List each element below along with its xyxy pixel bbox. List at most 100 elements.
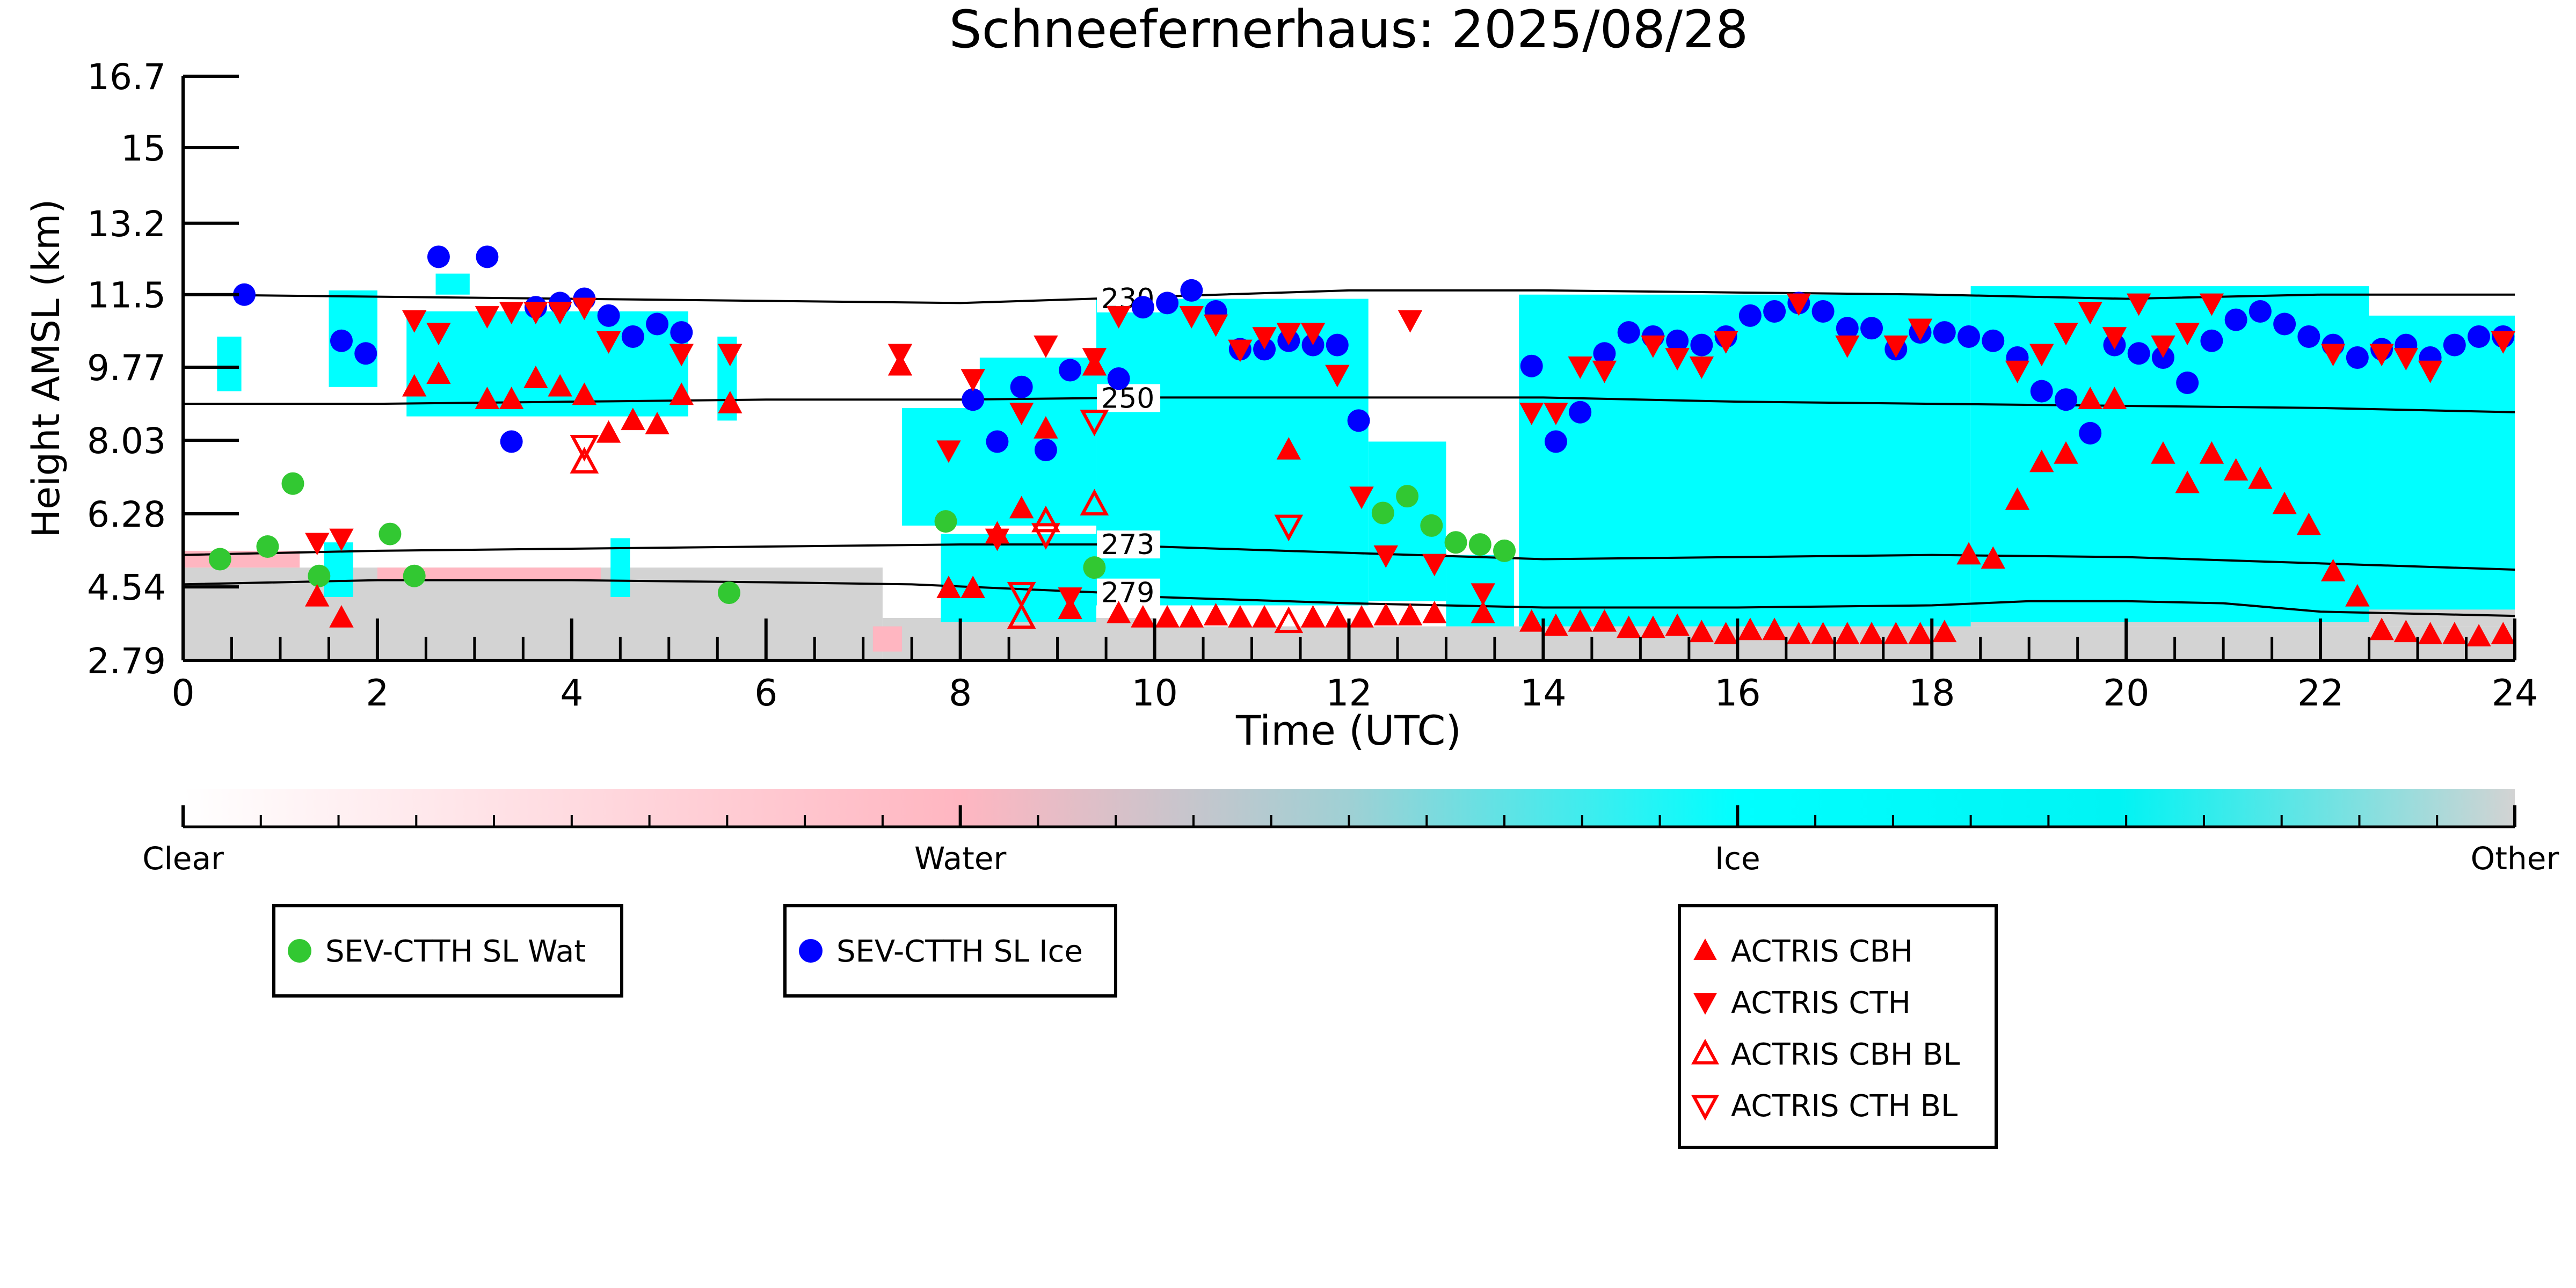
colorbar-label-other: Other [2471,840,2559,877]
actris-cth-point [669,344,694,367]
actris-cbh-point [1908,622,1933,645]
x-tick-label: 14 [1520,672,1567,715]
actris-cth-point [2175,323,2200,346]
actris-cbh-point [1300,605,1326,628]
sev-ctth-sl-ice-point [1811,300,1835,323]
actris-cth-point [2054,323,2078,346]
actris-cth-point [2199,293,2224,316]
sev-ctth-sl-wat-point [281,472,304,495]
actris-cth-bl-point [1274,514,1304,542]
sev-ctth-sl-ice-point [2273,312,2296,336]
actris-cbh-point [1373,603,1398,625]
actris-cth-point [2102,327,2127,350]
y-tick-label: 4.54 [87,567,166,608]
chart-title: Schneefernerhaus: 2025/08/28 [949,0,1749,60]
isotherm-279 [183,579,2515,617]
y-tick-label: 2.79 [87,641,166,682]
isotherm-label-bg [1097,530,1161,559]
actris-cbh-point [2175,470,2200,493]
actris-cbh-point [1471,601,1495,623]
actris-cbh-bl-point [1031,505,1060,533]
sev-ctth-sl-ice-point [1544,430,1567,453]
actris-cth-point [475,306,500,329]
actris-cbh-point [621,407,645,431]
actris-cth-point [2029,344,2054,367]
y-tick-label: 16.7 [87,56,166,98]
legend-entry-label: SEV-CTTH SL Wat [325,934,586,969]
legend-marker [1693,938,1717,960]
sev-ctth-sl-wat-point [717,581,740,605]
actris-cbh-bl-point [1274,606,1304,634]
x-tick-label: 6 [754,672,777,715]
sev-ctth-sl-ice-point [621,325,644,348]
actris-cbh-point [1276,437,1301,460]
y-axis-label: Height AMSL (km) [24,199,68,538]
sev-ctth-sl-wat-point [1493,539,1516,562]
y-tick-label: 15 [121,128,166,169]
actris-cbh-point [475,387,500,410]
actris-cth-point [1422,554,1447,577]
actris-cbh-point [523,366,548,388]
actris-cbh-point [1034,416,1058,439]
actris-cth-point [426,323,451,346]
legend-marker [1691,1095,1719,1121]
actris-cbh-point [1738,617,1763,641]
x-tick-label: 18 [1909,672,1955,715]
actris-cth-point [572,297,597,321]
sev-ctth-sl-ice-point [1763,300,1786,323]
actris-cth-point [305,533,330,556]
sev-ctth-sl-ice-point [646,312,669,336]
ice-region [435,273,470,295]
actris-cbh-point [402,374,427,397]
actris-cbh-point [2029,449,2054,472]
actris-cbh-point [1713,622,1738,645]
actris-cth-point [1713,331,1738,354]
y-tick-label: 9.77 [87,347,166,389]
isotherm-label-273: 273 [1101,529,1154,561]
actris-cbh-point [2418,622,2443,645]
actris-cbh-point [960,576,985,598]
ice-region [902,407,989,526]
actris-cbh-point [2491,622,2515,645]
actris-cth-point [985,528,1010,551]
actris-cbh-point [2345,584,2370,607]
sev-ctth-sl-ice-point [1180,279,1203,302]
sev-ctth-sl-ice-point [1666,329,1689,352]
y-tick-label: 11.5 [87,275,166,316]
x-tick-label: 22 [2297,672,2344,715]
ice-region [2369,315,2515,610]
actris-cth-point [402,310,427,333]
legend-entry-label: ACTRIS CTH BL [1731,1089,1958,1124]
sev-ctth-sl-ice-point [986,430,1009,453]
actris-cbh-point [1641,615,1665,638]
actris-cbh-point [2296,512,2322,535]
legend-box [272,904,623,998]
actris-cbh-point [1762,617,1787,641]
actris-cbh-point [1398,603,1423,625]
actris-cth-point [1471,583,1495,606]
actris-cth-point [1373,545,1398,568]
actris-cbh-point [1568,609,1592,632]
actris-cbh-point [1810,622,1836,645]
actris-cth-point [1179,306,1204,329]
sev-ctth-sl-ice-point [1860,317,1883,340]
actris-cth-bl-point [1007,581,1036,609]
colorbar-label-ice: Ice [1715,840,1760,877]
sev-ctth-sl-wat-point [934,510,957,533]
colorbar-label-clear: Clear [142,840,224,877]
actris-cbh-bl-point [1007,602,1036,629]
sev-ctth-sl-ice-point [962,388,985,411]
sev-ctth-sl-ice-point [2079,421,2102,445]
actris-cbh-point [572,382,597,405]
actris-cth-point [1689,356,1714,379]
actris-cbh-point [1519,609,1544,632]
sev-ctth-sl-ice-point [2248,300,2272,323]
actris-cbh-point [1422,601,1447,623]
y-tick-label: 13.2 [87,203,166,245]
actris-cth-point [1058,587,1082,610]
actris-cth-point [1641,335,1665,358]
actris-cth-point [1349,486,1374,510]
actris-cth-point [1908,318,1933,341]
legend-marker [799,939,823,963]
